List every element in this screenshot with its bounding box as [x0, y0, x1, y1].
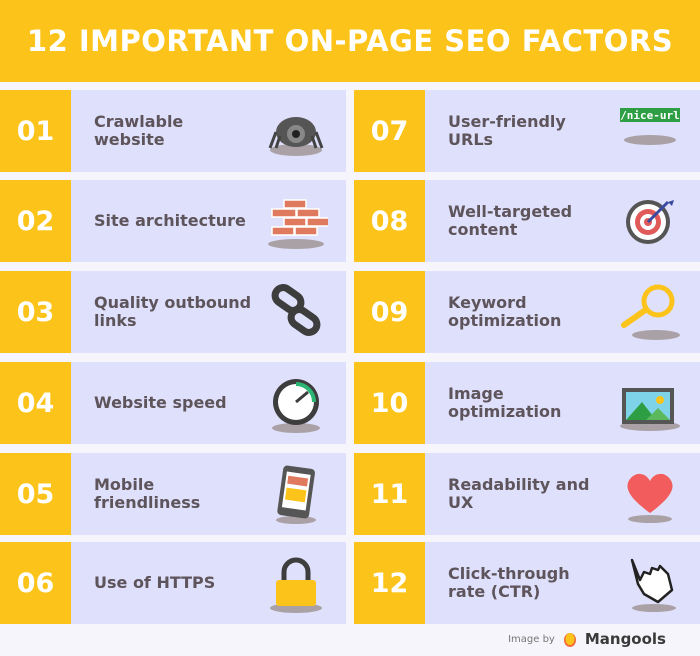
factor-number: 06	[0, 542, 71, 624]
factor-label: Quality outbound links	[94, 293, 252, 330]
header-banner: 12 IMPORTANT ON-PAGE SEO FACTORS	[0, 0, 700, 82]
factor-number: 11	[354, 453, 425, 535]
footer-credit: Image by Mangools	[508, 630, 666, 648]
factor-label: Site architecture	[94, 211, 246, 230]
factor-card-02: 02 Site architecture	[0, 180, 346, 262]
factor-number: 08	[354, 180, 425, 262]
padlock-icon	[270, 557, 322, 613]
factor-number: 04	[0, 362, 71, 444]
factor-number: 10	[354, 362, 425, 444]
pointer-hand-icon	[630, 558, 676, 612]
image-icon	[620, 388, 680, 431]
heart-icon	[627, 473, 673, 523]
url-tag-text: /nice-url	[620, 109, 680, 122]
factor-label: Mobile friendliness	[94, 475, 201, 512]
spider-icon	[268, 117, 324, 156]
factor-number: 03	[0, 271, 71, 353]
page-title: 12 IMPORTANT ON-PAGE SEO FACTORS	[26, 24, 674, 58]
factor-label: Image optimization	[448, 384, 562, 421]
factor-number: 01	[0, 90, 71, 172]
target-icon	[626, 200, 674, 244]
factor-card-04: 04 Website speed	[0, 362, 346, 444]
factor-card-03: 03 Quality outbound links	[0, 271, 346, 353]
factor-card-06: 06 Use of HTTPS	[0, 542, 346, 624]
factor-label: Well-targeted content	[448, 202, 573, 239]
smartphone-icon	[276, 465, 316, 524]
factor-number: 05	[0, 453, 71, 535]
factor-label: Click-through rate (CTR)	[448, 564, 570, 601]
factor-label: Keyword optimization	[448, 293, 562, 330]
factor-card-01: 01 Crawlable website	[0, 90, 346, 172]
factor-number: 12	[354, 542, 425, 624]
factor-number: 02	[0, 180, 71, 262]
factor-card-05: 05 Mobile friendliness	[0, 453, 346, 535]
magnifier-icon	[621, 284, 680, 340]
factor-card-12: 12 Click-through rate (CTR)	[354, 542, 700, 624]
factor-card-07: 07 User-friendly URLs /nice-url	[354, 90, 700, 172]
factor-label: Crawlable website	[94, 112, 184, 149]
factor-card-09: 09 Keyword optimization	[354, 271, 700, 353]
factor-label: Readability and UX	[448, 475, 590, 512]
speedometer-icon	[272, 379, 320, 433]
factor-label: Use of HTTPS	[94, 573, 216, 592]
credit-text: Image by	[508, 633, 555, 645]
chain-link-icon	[271, 284, 321, 336]
url-tag-icon: /nice-url	[620, 108, 680, 145]
brand-name: Mangools	[584, 630, 666, 648]
factor-number: 07	[354, 90, 425, 172]
factor-card-11: 11 Readability and UX	[354, 453, 700, 535]
factor-card-08: 08 Well-targeted content	[354, 180, 700, 262]
mangools-logo-icon	[563, 633, 576, 647]
bricks-icon	[268, 199, 328, 249]
factor-label: User-friendly URLs	[448, 112, 566, 149]
factor-label: Website speed	[94, 393, 227, 412]
factor-number: 09	[354, 271, 425, 353]
factor-card-10: 10 Image optimization	[354, 362, 700, 444]
